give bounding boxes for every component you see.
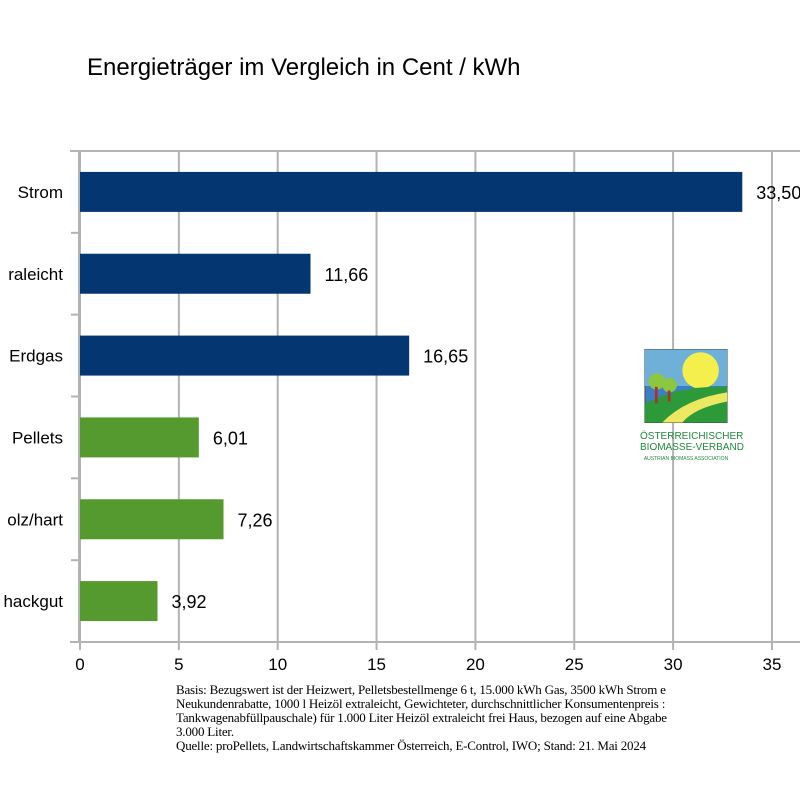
- bar-2: [80, 335, 410, 376]
- value-label: 7,26: [238, 510, 273, 530]
- footnote-source: Quelle: proPellets, Landwirtschaftskamme…: [176, 738, 646, 753]
- x-tick-label: 35: [762, 655, 781, 674]
- footnote-line: 3.000 Liter.: [176, 724, 234, 739]
- value-label: 11,66: [325, 265, 369, 285]
- value-label: 6,01: [213, 428, 248, 448]
- x-tick-label: 10: [268, 655, 287, 674]
- x-tick-label: 15: [367, 655, 386, 674]
- footnote-line: Tankwagenabfüllpauschale) für 1.000 Lite…: [176, 710, 667, 725]
- x-tick-label: 30: [664, 655, 683, 674]
- value-label: 33,50: [756, 183, 800, 203]
- bar-4: [80, 499, 224, 540]
- logo-image: [644, 349, 728, 423]
- logo-line2: BIOMASSE-VERBAND: [640, 442, 744, 453]
- category-label: Strom: [18, 183, 63, 202]
- bar-5: [80, 581, 158, 622]
- x-tick-label: 5: [174, 655, 183, 674]
- logo-line1: ÖSTERREICHISCHER: [640, 431, 744, 442]
- category-label: Pellets: [12, 428, 63, 447]
- x-tick-label: 0: [75, 655, 84, 674]
- footnote-line: Neukundenrabatte, 1000 l Heizöl extralei…: [176, 696, 666, 711]
- bar-3: [80, 417, 199, 458]
- value-label: 3,92: [171, 592, 206, 612]
- category-label: olz/hart: [7, 510, 63, 529]
- category-label: Erdgas: [9, 347, 63, 366]
- footnote: Basis: Bezugswert ist der Heizwert, Pell…: [176, 683, 667, 753]
- chart-title: Energieträger im Vergleich in Cent / kWh: [87, 54, 521, 81]
- value-label: 16,65: [423, 347, 468, 367]
- footnote-line: Basis: Bezugswert ist der Heizwert, Pell…: [176, 682, 666, 697]
- logo-line3: AUSTRIAN BIOMASS ASSOCIATION: [643, 456, 729, 462]
- x-tick-label: 20: [466, 655, 485, 674]
- category-label: raleicht: [8, 265, 63, 284]
- bar-0: [80, 171, 743, 212]
- biomasse-verband-logo: ÖSTERREICHISCHER BIOMASSE-VERBAND AUSTRI…: [640, 345, 744, 462]
- bar-1: [80, 253, 311, 294]
- category-label: hackgut: [3, 592, 63, 611]
- x-tick-label: 25: [565, 655, 584, 674]
